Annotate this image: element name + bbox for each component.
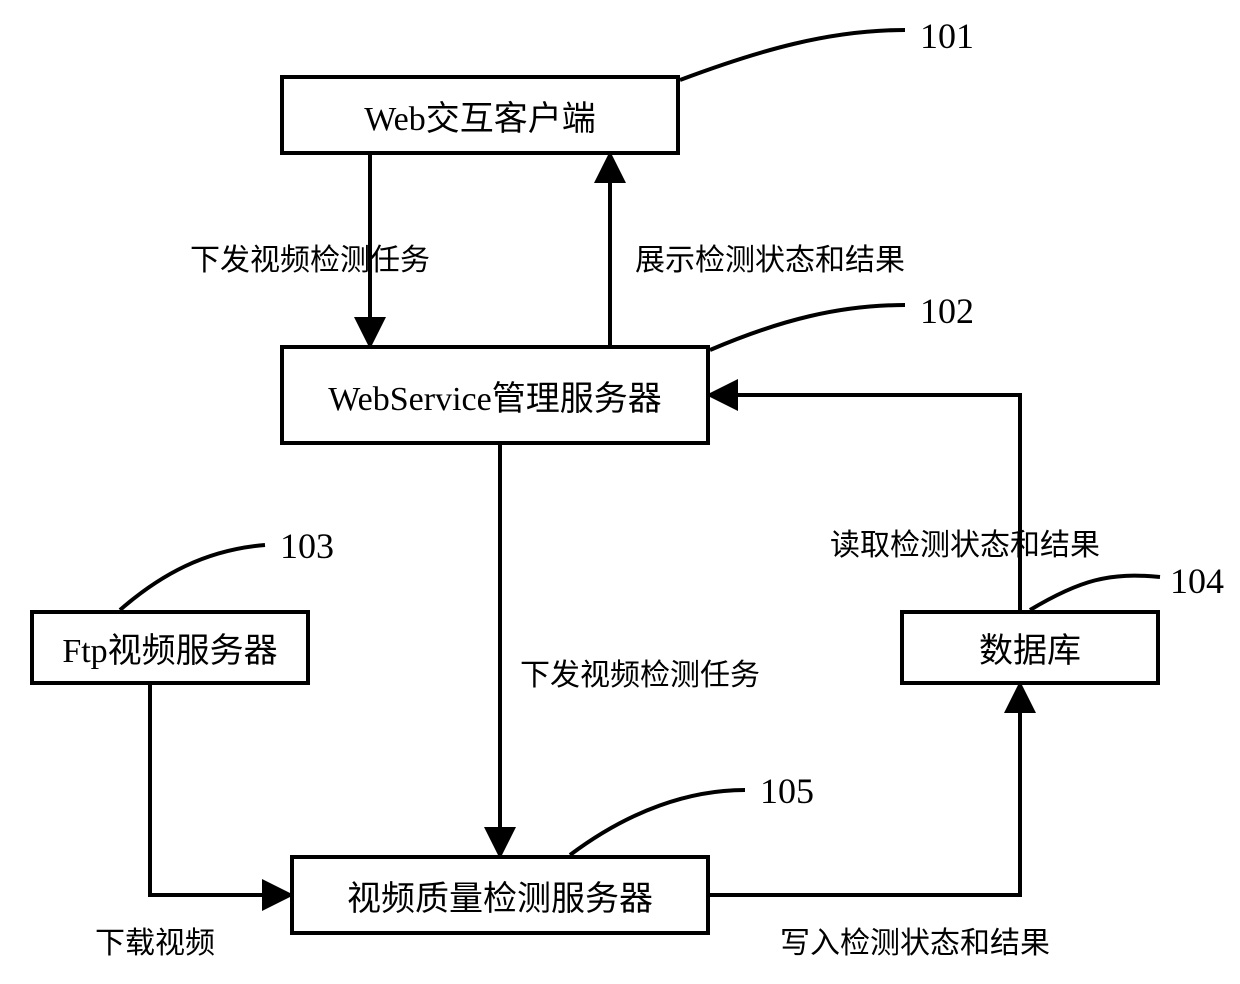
callout-curve [570,790,745,855]
callout-label: 105 [760,770,814,812]
node-label: Web交互客户端 [364,91,595,140]
node-label: 数据库 [979,623,1081,672]
edge-arrow [710,689,1020,895]
edge-label: 展示检测状态和结果 [635,235,905,279]
callout-label: 104 [1170,560,1224,602]
callout-label: 102 [920,290,974,332]
edge-label: 读取检测状态和结果 [830,520,1100,564]
callout-label: 101 [920,15,974,57]
node-label: WebService管理服务器 [328,371,661,420]
edge-label: 写入检测状态和结果 [780,918,1050,962]
callout-curve [710,305,905,350]
edge-label: 下载视频 [95,918,215,962]
node-ftp-video-server: Ftp视频服务器 [30,610,310,685]
node-webservice-mgmt-server: WebService管理服务器 [280,345,710,445]
edge-label: 下发视频检测任务 [190,235,430,279]
node-label: Ftp视频服务器 [62,623,277,672]
architecture-diagram: Web交互客户端 WebService管理服务器 Ftp视频服务器 数据库 视频… [0,0,1240,984]
callout-label: 103 [280,525,334,567]
node-video-quality-server: 视频质量检测服务器 [290,855,710,935]
edge-label: 下发视频检测任务 [520,650,760,694]
callout-curve [1030,576,1160,610]
node-label: 视频质量检测服务器 [347,871,653,920]
callout-curve [120,545,265,610]
callout-curve [680,30,905,80]
node-web-client: Web交互客户端 [280,75,680,155]
node-database: 数据库 [900,610,1160,685]
edge-arrow [150,685,286,895]
edge-arrow [714,395,1020,610]
